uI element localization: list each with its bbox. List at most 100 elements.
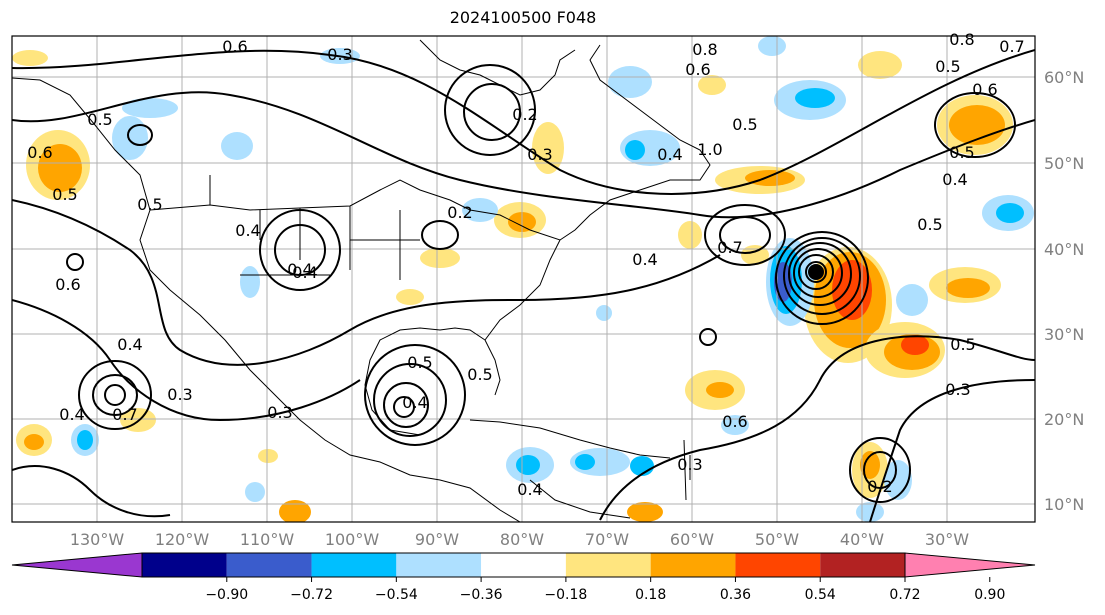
low-center-marker [808, 264, 824, 280]
lon-label: 90°W [415, 530, 459, 549]
lon-label: 60°W [670, 530, 714, 549]
shade-positive [24, 434, 44, 450]
contour-label: 0.4 [292, 263, 317, 282]
colorbar-tick-label: 0.72 [889, 587, 920, 603]
colorbar-tick-label: 0.90 [974, 587, 1005, 603]
shade-positive [741, 245, 769, 265]
colorbar-box [226, 553, 312, 577]
contour-label: 0.6 [55, 275, 80, 294]
contour-label: 0.5 [935, 57, 960, 76]
colorbar-box [565, 553, 651, 577]
contour-label: 0.4 [287, 260, 312, 279]
contour-label: 0.4 [632, 250, 657, 269]
shade-positive [745, 170, 795, 186]
colorbar-tick-label: 0.36 [720, 587, 751, 603]
contour-label: 1.0 [697, 140, 722, 159]
contour-label: 0.2 [447, 203, 472, 222]
lat-label: 40°N [1044, 240, 1084, 259]
shade-positive [678, 221, 702, 249]
shade-negative [795, 88, 835, 108]
colorbar-tick-label: 0.54 [805, 587, 836, 603]
colorbar-tick-label: −0.18 [544, 587, 587, 603]
shade-negative [221, 132, 253, 160]
shade-negative [122, 98, 178, 118]
colorbar-box [142, 553, 227, 577]
contour-label: 0.5 [732, 115, 757, 134]
contour-label: 0.8 [692, 40, 717, 59]
map-panel [12, 36, 1035, 522]
coastlines [12, 39, 711, 522]
contour-label: 0.5 [467, 365, 492, 384]
shade-positive [901, 335, 929, 355]
contour-label: 0.5 [137, 195, 162, 214]
shade-positive [698, 75, 726, 95]
contour-label: 0.5 [949, 143, 974, 162]
contour-label: 0.3 [267, 403, 292, 422]
contour-label: 0.4 [402, 393, 427, 412]
contour-label: 0.3 [945, 380, 970, 399]
shade-negative [608, 66, 652, 98]
colorbar-tick-label: −0.54 [375, 587, 418, 603]
colorbar-tick-label: −0.36 [460, 587, 503, 603]
contour-label: 0.5 [87, 110, 112, 129]
lat-axis: 60°N 50°N 40°N 30°N 20°N 10°N [1044, 68, 1084, 514]
contour-label: 0.4 [517, 480, 542, 499]
contour-label: 0.5 [52, 185, 77, 204]
colorbar-tick-label: −0.90 [205, 587, 248, 603]
contour-label: 0.2 [512, 105, 537, 124]
shade-positive [706, 382, 734, 398]
contour-label: 0.3 [527, 145, 552, 164]
shade-positive [279, 500, 311, 522]
lon-axis: 130°W 120°W 110°W 100°W 90°W 80°W 70°W 6… [70, 530, 969, 549]
shade-negative [996, 203, 1024, 223]
colorbar-box [311, 553, 397, 577]
colorbar-box [481, 553, 566, 577]
map-frame [11, 35, 1036, 523]
shade-positive [532, 122, 564, 174]
shade-negative [112, 116, 148, 160]
lon-label: 40°W [840, 530, 884, 549]
lon-label: 30°W [925, 530, 969, 549]
colorbar-box [820, 553, 905, 577]
lon-label: 100°W [325, 530, 380, 549]
shade-negative [516, 455, 540, 475]
contour-label: 0.5 [950, 335, 975, 354]
contour-label: 0.4 [942, 170, 967, 189]
shade-negative [896, 284, 928, 316]
contour-label: 0.5 [917, 215, 942, 234]
shade-negative [596, 305, 612, 321]
colorbar-box [735, 553, 821, 577]
contours [12, 49, 1035, 522]
contour-label: 0.6 [27, 143, 52, 162]
lat-label: 60°N [1044, 68, 1084, 87]
contour-label: 0.6 [222, 37, 247, 56]
shade-positive [858, 51, 902, 79]
colorbar-frame [141, 552, 906, 578]
shade-positive [396, 289, 424, 305]
contour-label: 0.4 [117, 335, 142, 354]
shade-positive [420, 248, 460, 268]
map-title: 2024100500 F048 [449, 8, 597, 27]
contour-label: 0.6 [685, 60, 710, 79]
colorbar-tick-labels: −0.90 −0.72 −0.54 −0.36 −0.18 0.18 0.36 0.54 0.7… [205, 577, 1005, 603]
shade-positive [38, 144, 82, 192]
contour-label: 0.2 [867, 477, 892, 496]
shade-negative [77, 430, 93, 450]
colorbar-box [396, 553, 482, 577]
lat-label: 10°N [1044, 495, 1084, 514]
shade-negative [884, 460, 912, 500]
contour-label: 0.3 [167, 385, 192, 404]
colorbar-extend-min [11, 552, 143, 578]
contour-label: 0.8 [949, 30, 974, 49]
colorbar [11, 552, 1036, 578]
shade-positive [627, 502, 663, 522]
colorbar-box [650, 553, 736, 577]
contour-labels: 0.6 0.30.40.50.60.50.50.40.70.30.30.40.40… [27, 30, 1024, 499]
contour-label: 0.6 [972, 80, 997, 99]
colorbar-tick-label: −0.72 [290, 587, 333, 603]
contour-label: 0.3 [327, 45, 352, 64]
contour-label: 0.6 [722, 412, 747, 431]
contour-label: 0.3 [677, 455, 702, 474]
lon-label: 70°W [585, 530, 629, 549]
